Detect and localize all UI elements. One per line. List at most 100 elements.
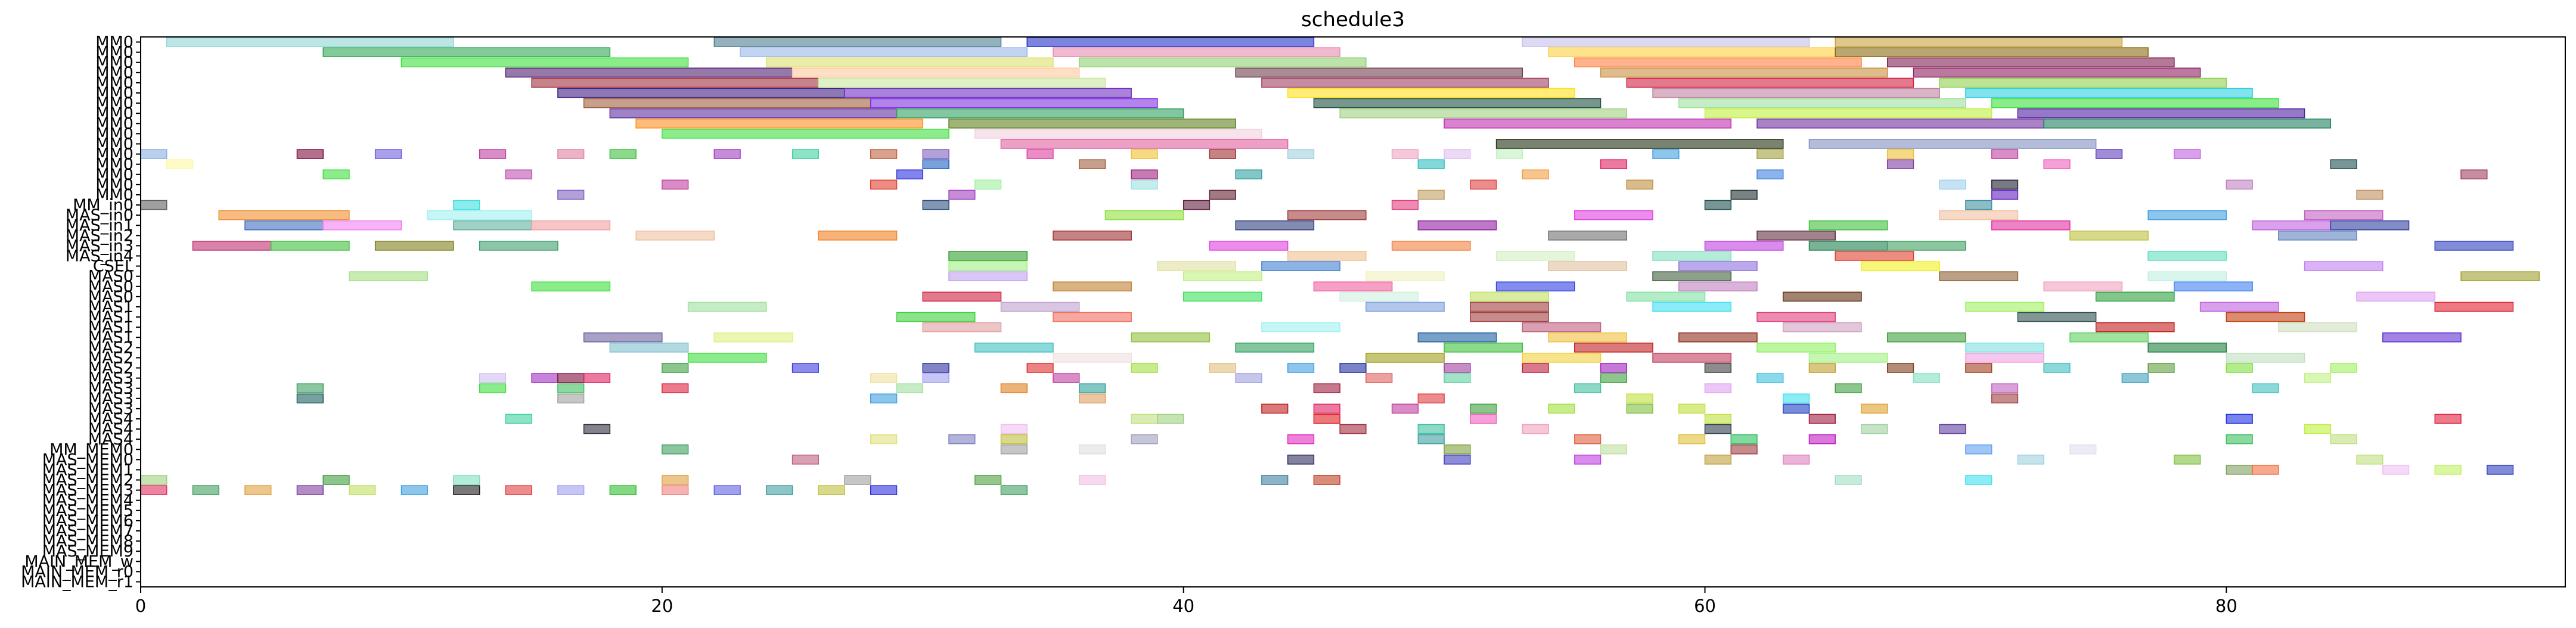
task-bar: [1522, 424, 1549, 434]
task-bar: [1965, 475, 1992, 485]
task-bar: [1209, 241, 1289, 251]
task-bar: [948, 251, 1028, 261]
task-bar: [1965, 444, 1992, 455]
y-tick-label: MAS3: [88, 400, 134, 418]
y-tick-label: MAS1: [88, 298, 134, 316]
task-bar: [2226, 363, 2253, 373]
task-bar: [1574, 455, 1602, 465]
task-bar: [1131, 179, 1158, 190]
task-bar: [1704, 241, 1784, 251]
task-bar: [1261, 403, 1289, 414]
task-bar: [1886, 57, 2175, 68]
task-bar: [1209, 149, 1236, 159]
task-bar: [583, 373, 611, 383]
task-bar: [1495, 139, 1784, 149]
task-bar: [1730, 434, 1758, 444]
task-bar: [1417, 393, 1445, 404]
task-bar: [531, 77, 820, 88]
task-bar: [166, 37, 454, 47]
task-bar: [1678, 332, 1758, 343]
task-bar: [1026, 363, 1054, 373]
y-axis: MM0MM0MM0MM0MM0MM0MM0MM0MM0MM0MM0MM0MM0M…: [21, 33, 141, 591]
task-bar: [2121, 373, 2149, 383]
task-bar: [531, 373, 558, 383]
task-bar: [1444, 455, 1471, 465]
task-bar: [1600, 444, 1628, 455]
task-bar: [870, 393, 898, 404]
task-bar: [1626, 393, 1653, 404]
task-bar: [1157, 414, 1184, 424]
task-bar: [896, 383, 924, 393]
task-bar: [1704, 108, 1992, 119]
task-bar: [1444, 343, 1523, 353]
task-bar: [1808, 434, 1836, 444]
task-bar: [1131, 169, 1158, 180]
task-bar: [2069, 332, 2149, 343]
y-tick-label: MM0: [95, 33, 134, 52]
task-bar: [1391, 149, 1419, 159]
task-bar: [1287, 149, 1315, 159]
task-bar: [1600, 363, 1628, 373]
task-bar: [1652, 88, 1940, 98]
y-tick-label: MAS_MEM9: [42, 542, 134, 561]
task-bar: [322, 475, 350, 485]
task-bar: [1000, 444, 1028, 455]
task-bar: [427, 210, 532, 220]
x-tick-label: 60: [1694, 596, 1716, 616]
task-bar: [505, 169, 532, 180]
task-bar: [1886, 149, 1914, 159]
task-bar: [1470, 179, 1497, 190]
y-tick-label: MAS_in4: [66, 247, 134, 265]
task-bar: [1652, 149, 1680, 159]
task-bar: [896, 312, 976, 322]
task-bar: [2069, 231, 2149, 241]
y-tick-label: MM0: [95, 104, 134, 123]
task-bar: [2330, 220, 2410, 231]
task-bars: [140, 37, 2540, 495]
task-bar: [687, 353, 767, 363]
task-bar: [1131, 332, 1211, 343]
x-tick-label: 20: [651, 596, 673, 616]
task-bar: [1053, 231, 1132, 241]
task-bar: [531, 281, 611, 292]
task-bar: [2382, 465, 2410, 475]
task-bar: [662, 363, 689, 373]
task-bar: [1078, 475, 1106, 485]
task-bar: [1235, 220, 1315, 231]
task-bar: [1835, 475, 1862, 485]
task-bar: [1756, 373, 1784, 383]
task-bar: [2304, 373, 2332, 383]
task-bar: [1417, 189, 1445, 200]
task-bar: [2017, 108, 2305, 119]
y-tick-label: MM0: [95, 166, 134, 184]
task-bar: [1965, 301, 2044, 312]
task-bar: [1652, 301, 1732, 312]
task-bar: [322, 169, 350, 180]
task-bar: [1548, 231, 1628, 241]
task-bar: [2174, 281, 2253, 292]
x-tick-label: 80: [2215, 596, 2237, 616]
task-bar: [1782, 403, 1810, 414]
task-bar: [2434, 465, 2462, 475]
task-bar: [1287, 88, 1575, 98]
task-bar: [818, 77, 1106, 88]
task-bar: [1444, 373, 1471, 383]
task-bar: [1939, 271, 2019, 281]
task-bar: [2304, 261, 2383, 271]
chart-title: schedule3: [1301, 8, 1405, 32]
x-tick-label: 40: [1172, 596, 1194, 616]
task-bar: [1652, 271, 1732, 281]
task-bar: [1417, 220, 1497, 231]
task-bar: [1417, 424, 1445, 434]
task-bar: [1886, 332, 1966, 343]
task-bar: [401, 485, 428, 495]
task-bar: [1574, 210, 1653, 220]
task-bar: [1313, 475, 1340, 485]
task-bar: [662, 444, 689, 455]
task-bar: [1808, 363, 1836, 373]
task-bar: [1808, 139, 2097, 149]
task-bar: [1157, 261, 1236, 271]
task-bar: [349, 271, 428, 281]
task-bar: [2147, 251, 2227, 261]
task-bar: [2147, 363, 2175, 373]
